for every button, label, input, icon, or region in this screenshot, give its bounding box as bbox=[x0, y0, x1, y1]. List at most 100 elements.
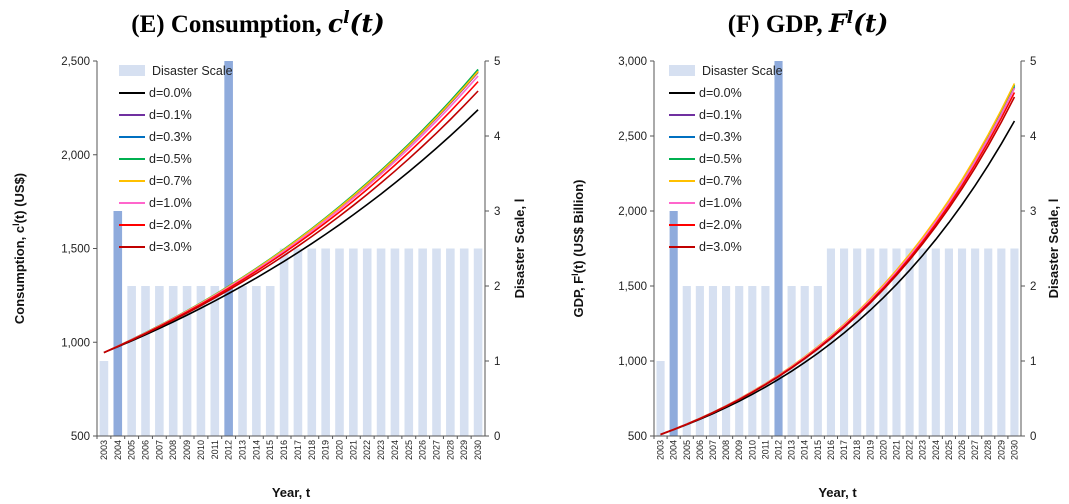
disaster-bar bbox=[293, 248, 303, 436]
disaster-bar bbox=[826, 248, 836, 436]
x-tick-label: 2015 bbox=[265, 440, 275, 460]
disaster-bar bbox=[168, 286, 178, 436]
y-label-text: GDP, F bbox=[571, 276, 586, 318]
chart-title: (E) Consumption, cl(t) bbox=[131, 8, 385, 38]
y-left-tick-label: 2,500 bbox=[618, 131, 647, 143]
y-right-tick-label: 5 bbox=[494, 56, 500, 68]
x-tick-label: 2010 bbox=[747, 440, 757, 460]
y-label-text: Consumption, c bbox=[12, 226, 27, 324]
disaster-bar bbox=[99, 361, 109, 436]
title-variable: c bbox=[328, 9, 343, 38]
x-tick-label: 2015 bbox=[813, 440, 823, 460]
disaster-bar bbox=[196, 286, 206, 436]
x-tick-label: 2029 bbox=[996, 440, 1006, 460]
x-tick-label: 2007 bbox=[708, 440, 718, 460]
x-tick-label: 2014 bbox=[251, 440, 261, 460]
legend-label: d=0.5% bbox=[149, 152, 192, 166]
y-label-superscript: l bbox=[570, 273, 580, 276]
legend-label: Disaster Scale bbox=[702, 64, 783, 78]
x-tick-label: 2019 bbox=[321, 440, 331, 460]
x-tick-label: 2025 bbox=[404, 440, 414, 460]
disaster-bar bbox=[459, 248, 469, 436]
disaster-bar bbox=[446, 248, 455, 436]
title-text: (F) GDP, bbox=[728, 11, 829, 38]
y-right-tick-label: 2 bbox=[494, 281, 500, 293]
series-line bbox=[103, 90, 479, 354]
x-tick-label: 2016 bbox=[826, 440, 836, 460]
x-tick-label: 2024 bbox=[931, 440, 941, 460]
y-left-tick-label: 3,000 bbox=[618, 56, 647, 68]
y-left-tick-label: 500 bbox=[71, 431, 90, 443]
x-tick-label: 2011 bbox=[210, 440, 220, 459]
legend-label: d=3.0% bbox=[149, 240, 192, 254]
y-right-tick-label: 1 bbox=[1030, 356, 1036, 368]
disaster-bar bbox=[473, 248, 483, 436]
chart-title: (F) GDP, Fl(t) bbox=[728, 8, 889, 38]
x-tick-label: 2009 bbox=[182, 440, 192, 460]
title-text: (E) Consumption, bbox=[131, 11, 328, 38]
y-right-tick-label: 4 bbox=[494, 131, 501, 143]
x-tick-label: 2030 bbox=[1009, 440, 1019, 460]
x-tick-label: 2004 bbox=[669, 440, 679, 460]
x-tick-label: 2003 bbox=[656, 440, 666, 460]
x-tick-label: 2019 bbox=[865, 440, 875, 460]
legend-label: Disaster Scale bbox=[152, 64, 233, 78]
x-tick-label: 2012 bbox=[774, 440, 784, 460]
x-axis-label: Year, t bbox=[818, 485, 857, 500]
disaster-bar bbox=[669, 211, 678, 436]
x-tick-label: 2005 bbox=[127, 440, 137, 460]
legend-label: d=1.0% bbox=[149, 196, 192, 210]
disaster-bar bbox=[376, 248, 386, 436]
disaster-bar bbox=[224, 61, 233, 436]
x-tick-label: 2013 bbox=[787, 440, 797, 460]
y-axis-label-left: Consumption, cl(t) (US$) bbox=[11, 173, 27, 324]
disaster-bar bbox=[432, 248, 441, 436]
x-tick-label: 2021 bbox=[348, 440, 358, 460]
disaster-bar bbox=[722, 286, 731, 436]
x-tick-label: 2018 bbox=[852, 440, 862, 460]
y-right-tick-label: 1 bbox=[494, 356, 500, 368]
title-variable: F bbox=[828, 9, 849, 38]
x-tick-label: 2027 bbox=[432, 440, 442, 460]
legend-swatch-bar bbox=[119, 65, 145, 76]
panel-F: (F) GDP, Fl(t)5001,0001,5002,0002,5003,0… bbox=[570, 8, 1061, 500]
x-tick-label: 2009 bbox=[734, 440, 744, 460]
disaster-bar bbox=[905, 248, 914, 436]
disaster-bar bbox=[892, 248, 901, 436]
y-right-tick-label: 4 bbox=[1030, 131, 1037, 143]
y-right-tick-label: 0 bbox=[1030, 431, 1036, 443]
legend-label: d=0.3% bbox=[149, 130, 192, 144]
y-axis-label-left: GDP, Fl(t) (US$ Billion) bbox=[570, 179, 586, 317]
disaster-bar bbox=[708, 286, 718, 436]
x-tick-label: 2027 bbox=[970, 440, 980, 460]
disaster-bar bbox=[695, 286, 704, 436]
y-right-tick-label: 5 bbox=[1030, 56, 1036, 68]
y-left-tick-label: 1,000 bbox=[61, 337, 90, 349]
x-tick-label: 2020 bbox=[335, 440, 345, 460]
disaster-bar bbox=[931, 248, 940, 436]
disaster-bar bbox=[735, 286, 744, 436]
y-right-tick-label: 2 bbox=[1030, 281, 1036, 293]
y-label-rest: (t) (US$ Billion) bbox=[571, 179, 586, 273]
title-argument: (t) bbox=[853, 9, 888, 38]
x-tick-label: 2013 bbox=[238, 440, 248, 460]
disaster-bar bbox=[210, 286, 220, 436]
disaster-bar bbox=[1010, 248, 1019, 436]
disaster-bar bbox=[279, 248, 289, 436]
disaster-bar bbox=[252, 286, 261, 436]
x-tick-label: 2018 bbox=[307, 440, 317, 460]
legend-label: d=2.0% bbox=[699, 218, 742, 232]
disaster-bar bbox=[853, 248, 862, 436]
x-tick-label: 2026 bbox=[957, 440, 967, 460]
disaster-bar bbox=[390, 248, 400, 436]
legend-label: d=2.0% bbox=[149, 218, 192, 232]
disaster-bar bbox=[349, 248, 358, 436]
legend-swatch-bar bbox=[669, 65, 695, 76]
y-axis-label-right: Disaster Scale, l bbox=[1046, 199, 1061, 299]
x-tick-label: 2022 bbox=[362, 440, 372, 460]
y-left-tick-label: 2,500 bbox=[61, 56, 90, 68]
disaster-bar bbox=[307, 248, 317, 436]
disaster-bar bbox=[141, 286, 150, 436]
x-tick-label: 2006 bbox=[141, 440, 151, 460]
